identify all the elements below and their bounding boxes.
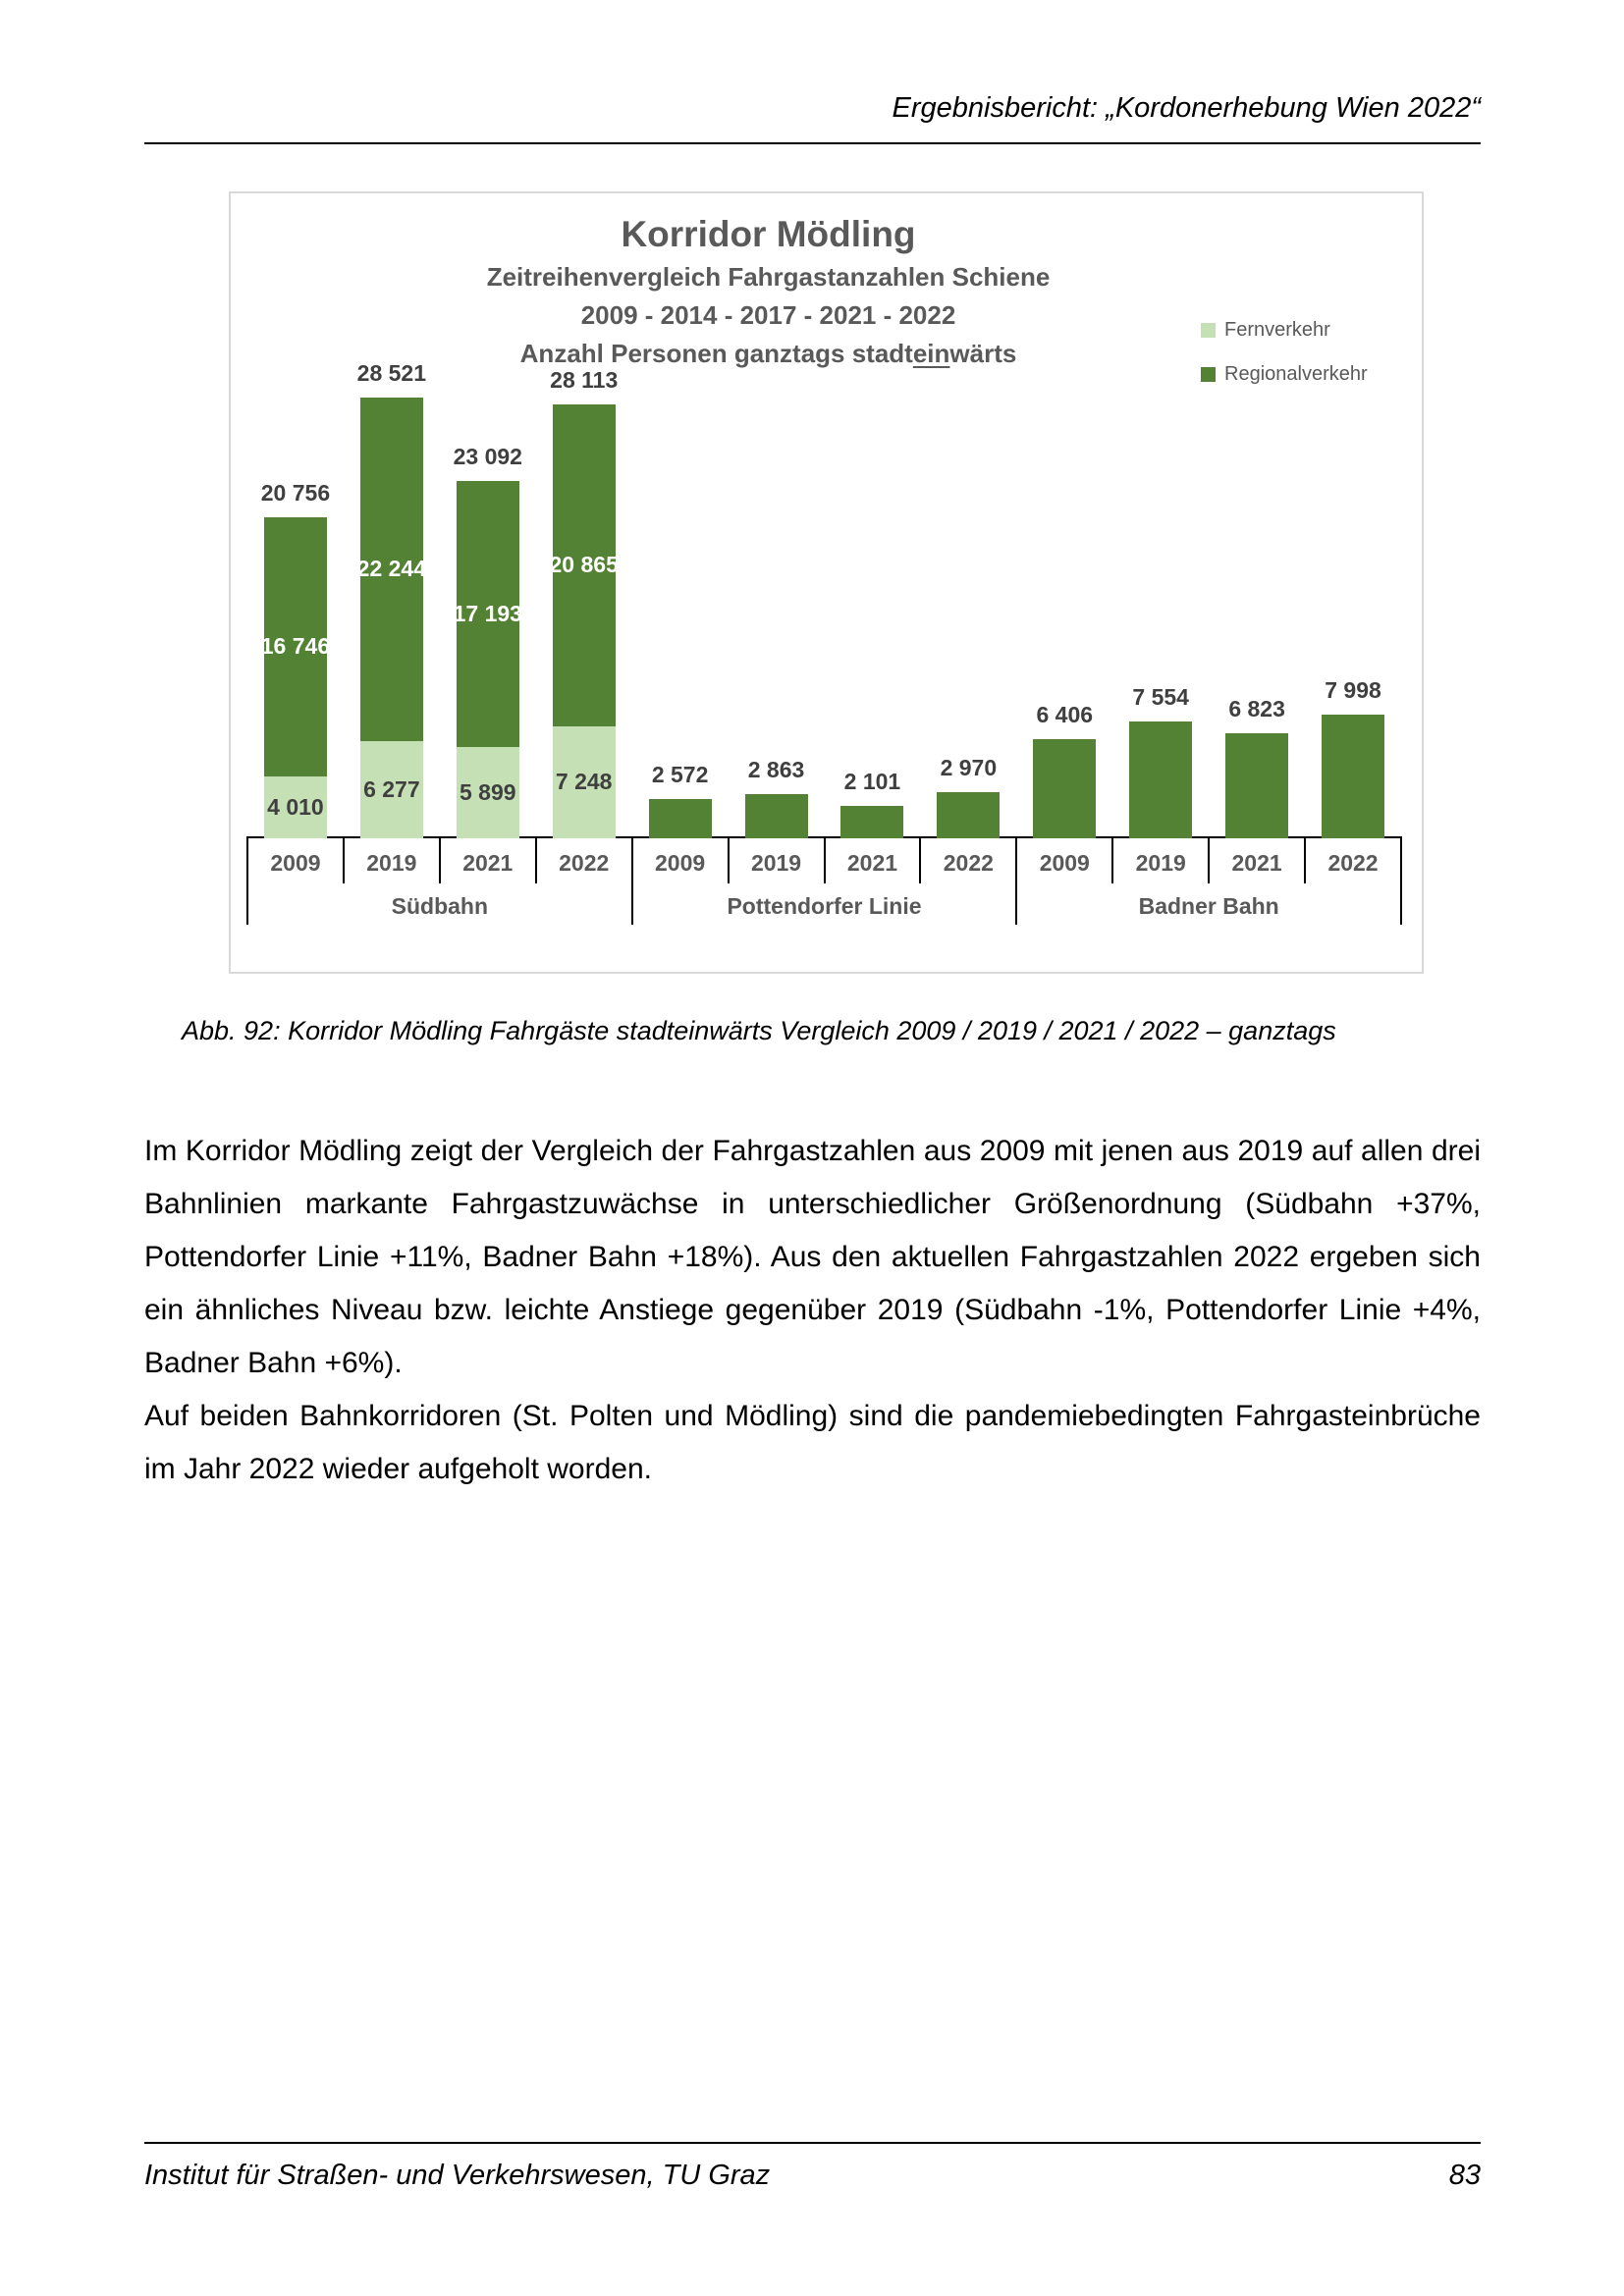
legend-swatch-regionalverkehr xyxy=(1201,367,1216,382)
page-header: Ergebnisbericht: „Kordonerhebung Wien 20… xyxy=(892,92,1481,124)
bar-fern-label-suedbahn-2009: 4 010 xyxy=(267,793,324,820)
bar-badner-bahn-2009-regionalverkehr xyxy=(1033,739,1097,838)
bar-total-label-pottendorfer-linie-2022: 2 970 xyxy=(940,755,998,780)
bar-suedbahn-2009-regionalverkehr xyxy=(263,517,327,776)
bar-suedbahn-2019-fernverkehr xyxy=(359,741,423,838)
bar-total-label-badner-bahn-2022: 7 998 xyxy=(1325,677,1381,703)
axis-year-tick xyxy=(919,836,922,883)
axis-year-label-suedbahn-2019: 2019 xyxy=(366,850,417,876)
bar-total-label-suedbahn-2022: 28 113 xyxy=(550,367,619,393)
chart-subtitle-line3: Anzahl Personen ganztags stadteinwärts xyxy=(231,335,1306,373)
chart-subtitle-line1: Zeitreihenvergleich Fahrgastanzahlen Sch… xyxy=(486,262,1051,292)
axis-year-label-badner-bahn-2009: 2009 xyxy=(1039,850,1090,876)
bar-total-label-badner-bahn-2009: 6 406 xyxy=(1036,702,1094,727)
bar-suedbahn-2022-regionalverkehr xyxy=(552,404,616,726)
figure-caption: Abb. 92: Korridor Mödling Fahrgäste stad… xyxy=(182,1016,1336,1045)
header-rule xyxy=(144,142,1481,144)
chart-subtitle-line2: 2009 - 2014 - 2017 - 2021 - 2022 xyxy=(580,300,956,330)
bar-badner-bahn-2022-regionalverkehr xyxy=(1322,715,1385,838)
chart-title-block: Korridor Mödling Zeitreihenvergleich Fah… xyxy=(231,211,1306,373)
legend-row-fernverkehr: Fernverkehr xyxy=(1201,319,1368,342)
body-paragraph-1: Im Korridor Mödling zeigt der Vergleich … xyxy=(144,1135,1481,1379)
axis-group-separator xyxy=(1400,836,1402,925)
axis-year-label-badner-bahn-2019: 2019 xyxy=(1135,850,1186,876)
footer-page-number: 83 xyxy=(1448,2160,1481,2191)
axis-year-label-pottendorfer-linie-2022: 2022 xyxy=(943,850,994,876)
footer-rule xyxy=(144,2142,1481,2144)
legend-label-regionalverkehr: Regionalverkehr xyxy=(1224,363,1368,385)
bar-total-label-suedbahn-2009: 20 756 xyxy=(260,480,331,506)
axis-year-tick xyxy=(823,836,826,883)
bar-regional-label-suedbahn-2009: 16 746 xyxy=(260,633,331,659)
bar-total-label-badner-bahn-2021: 6 823 xyxy=(1228,696,1285,721)
axis-year-label-suedbahn-2022: 2022 xyxy=(559,850,610,876)
legend-label-fernverkehr: Fernverkehr xyxy=(1224,319,1330,341)
axis-year-label-badner-bahn-2021: 2021 xyxy=(1231,850,1282,876)
bar-fern-label-suedbahn-2021: 5 899 xyxy=(460,778,516,805)
plot-area: 20 756 16 746 4 010 2009 28 521 22 244 6 277 20… xyxy=(231,193,1422,972)
subtitle-underlined-part: ein xyxy=(912,339,950,368)
axis-year-tick xyxy=(342,836,345,883)
axis-year-label-pottendorfer-linie-2019: 2019 xyxy=(750,850,802,876)
bar-badner-bahn-2021-regionalverkehr xyxy=(1225,733,1289,838)
axis-year-label-pottendorfer-linie-2021: 2021 xyxy=(846,850,898,876)
bar-pottendorfer-linie-2021-regionalverkehr xyxy=(840,806,904,838)
bar-fern-label-suedbahn-2019: 6 277 xyxy=(363,775,420,802)
legend-swatch-fernverkehr xyxy=(1201,323,1216,338)
bar-suedbahn-2021-regionalverkehr xyxy=(456,481,519,747)
chart-figure: Korridor Mödling Zeitreihenvergleich Fah… xyxy=(229,191,1424,974)
subtitle-suffix: wärts xyxy=(949,339,1017,368)
axis-group-label-suedbahn: Südbahn xyxy=(391,893,489,919)
subtitle-prefix: Anzahl Personen ganztags stadt xyxy=(519,339,913,368)
bar-total-label-pottendorfer-linie-2021: 2 101 xyxy=(843,769,901,794)
axis-group-separator xyxy=(630,836,633,925)
body-text: Im Korridor Mödling zeigt der Vergleich … xyxy=(144,1125,1481,1496)
axis-year-tick xyxy=(1111,836,1114,883)
bar-fern-label-suedbahn-2022: 7 248 xyxy=(555,769,613,794)
bar-total-label-suedbahn-2021: 23 092 xyxy=(453,444,522,469)
axis-group-separator xyxy=(1015,836,1018,925)
bar-pottendorfer-linie-2009-regionalverkehr xyxy=(648,799,712,838)
body-paragraph-2: Auf beiden Bahnkorridoren (St. Polten un… xyxy=(144,1400,1481,1485)
bar-regional-label-suedbahn-2019: 22 244 xyxy=(356,556,427,581)
axis-year-tick xyxy=(727,836,730,883)
bar-suedbahn-2019-regionalverkehr xyxy=(359,398,423,741)
bar-suedbahn-2021-fernverkehr xyxy=(456,747,519,838)
axis-group-separator xyxy=(246,836,248,925)
axis-year-tick xyxy=(1208,836,1211,883)
axis-year-label-badner-bahn-2022: 2022 xyxy=(1327,850,1379,876)
bar-pottendorfer-linie-2019-regionalverkehr xyxy=(744,794,808,838)
bar-total-label-suedbahn-2019: 28 521 xyxy=(356,360,427,386)
axis-group-label-pottendorfer-linie: Pottendorfer Linie xyxy=(727,893,922,919)
footer-institute: Institut für Straßen- und Verkehrswesen,… xyxy=(144,2160,771,2191)
bar-total-label-pottendorfer-linie-2019: 2 863 xyxy=(747,757,805,782)
axis-year-tick xyxy=(534,836,537,883)
chart-title: Korridor Mödling xyxy=(621,214,916,254)
chart-legend: Fernverkehr Regionalverkehr xyxy=(1201,319,1368,407)
bar-regional-label-suedbahn-2022: 20 865 xyxy=(549,552,619,577)
bar-suedbahn-2009-fernverkehr xyxy=(263,776,327,838)
axis-year-tick xyxy=(438,836,441,883)
legend-row-regionalverkehr: Regionalverkehr xyxy=(1201,363,1368,386)
bar-total-label-badner-bahn-2019: 7 554 xyxy=(1132,684,1189,710)
axis-year-label-suedbahn-2021: 2021 xyxy=(462,850,514,876)
axis-year-tick xyxy=(1304,836,1307,883)
axis-year-label-pottendorfer-linie-2009: 2009 xyxy=(655,850,706,876)
bar-regional-label-suedbahn-2021: 17 193 xyxy=(453,600,522,626)
bar-suedbahn-2022-fernverkehr xyxy=(552,726,616,838)
axis-group-label-badner-bahn: Badner Bahn xyxy=(1138,893,1279,919)
bar-total-label-pottendorfer-linie-2009: 2 572 xyxy=(651,762,709,787)
bar-pottendorfer-linie-2022-regionalverkehr xyxy=(937,792,1001,838)
bar-badner-bahn-2019-regionalverkehr xyxy=(1129,721,1193,838)
axis-year-label-suedbahn-2009: 2009 xyxy=(270,850,321,876)
